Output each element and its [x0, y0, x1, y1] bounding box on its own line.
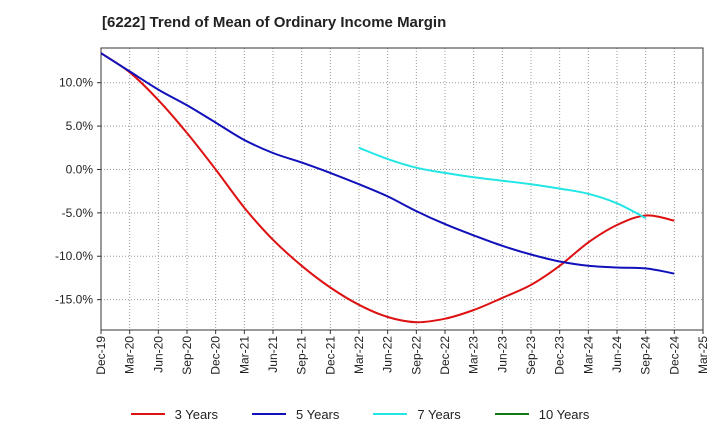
y-tick-label: 5.0%	[66, 119, 94, 133]
x-tick-label: Mar-20	[123, 336, 137, 374]
x-tick-label: Sep-21	[295, 336, 309, 375]
x-tick-label: Dec-24	[667, 336, 681, 375]
legend-item-7-years: 7 Years	[373, 404, 461, 424]
y-tick-label: 0.0%	[66, 162, 94, 176]
legend-swatch-10-years	[494, 413, 529, 415]
x-tick-label: Jun-22	[381, 336, 395, 373]
x-tick-label: Mar-24	[581, 336, 595, 374]
legend-label-3-years: 3 Years	[174, 406, 218, 422]
series-line-5-years	[100, 52, 675, 275]
x-tick-label: Dec-23	[553, 336, 567, 375]
x-tick-label: Jun-20	[151, 336, 165, 373]
x-tick-label: Mar-22	[352, 336, 366, 374]
x-tick-label: Mar-23	[467, 336, 481, 374]
y-tick-label: -15.0%	[55, 293, 93, 307]
series-line-7-years	[358, 146, 647, 219]
x-tick-label: Jun-21	[266, 336, 280, 373]
x-tick-label: Sep-23	[524, 336, 538, 375]
x-tick-label: Dec-19	[94, 336, 108, 375]
x-tick-label: Mar-21	[237, 336, 251, 374]
x-tick-label: Dec-22	[438, 336, 452, 375]
legend-swatch-7-years	[373, 413, 408, 415]
series-line-3-years	[100, 52, 675, 324]
x-tick-label: Mar-25	[696, 336, 710, 374]
chart-title: [6222] Trend of Mean of Ordinary Income …	[102, 14, 447, 31]
legend-label-5-years: 5 Years	[296, 406, 340, 422]
x-tick-label: Dec-21	[323, 336, 337, 375]
x-tick-label: Jun-23	[495, 336, 509, 373]
y-tick-label: -5.0%	[62, 206, 94, 220]
plot-area-frame	[100, 47, 704, 331]
legend-swatch-5-years	[252, 413, 286, 415]
x-tick-label: Sep-24	[639, 336, 653, 375]
legend-label-10-years: 10 Years	[538, 406, 590, 422]
legend-item-5-years: 5 Years	[252, 404, 339, 424]
legend-label-7-years: 7 Years	[417, 406, 461, 422]
x-tick-label: Sep-22	[409, 336, 423, 375]
legend-item-3-years: 3 Years	[130, 404, 218, 424]
y-tick-label: 10.0%	[59, 76, 93, 90]
legend-swatch-3-years	[130, 413, 165, 415]
x-tick-label: Jun-24	[610, 336, 624, 373]
x-tick-label: Dec-20	[209, 336, 223, 375]
y-tick-label: -10.0%	[55, 249, 93, 263]
chart-legend: 3 Years 5 Years 7 Years 10 Years	[0, 404, 720, 424]
legend-item-10-years: 10 Years	[494, 404, 590, 424]
x-tick-label: Sep-20	[180, 336, 194, 375]
